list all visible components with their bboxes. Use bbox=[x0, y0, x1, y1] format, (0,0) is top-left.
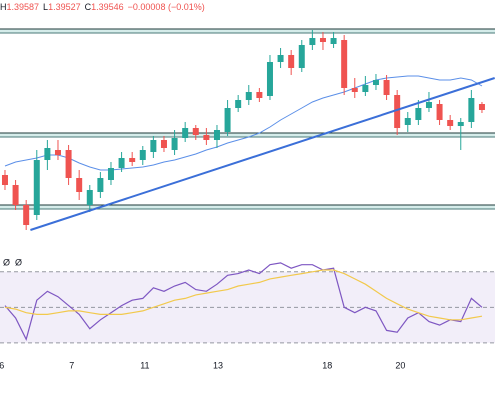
candle-body bbox=[351, 88, 358, 92]
candle-body bbox=[341, 40, 348, 88]
candle-body bbox=[44, 148, 51, 160]
level-band bbox=[0, 29, 495, 33]
ohlc-value: 1.39527 bbox=[48, 2, 81, 12]
x-tick-label: 11 bbox=[140, 360, 149, 370]
candle-body bbox=[160, 140, 167, 148]
candle-body bbox=[288, 55, 295, 68]
rsi-line bbox=[4, 262, 483, 341]
ohlc-value: 1.39546 bbox=[91, 2, 124, 12]
candle-body bbox=[436, 104, 443, 120]
candle-body bbox=[298, 45, 305, 68]
candle-body bbox=[468, 98, 475, 122]
candle-body bbox=[425, 102, 432, 108]
candle-body bbox=[362, 85, 369, 92]
candle-body bbox=[171, 138, 178, 150]
rsi-line bbox=[4, 269, 483, 321]
candle-body bbox=[404, 118, 411, 125]
candle-body bbox=[107, 168, 114, 180]
indicator-label: Ø bbox=[3, 257, 10, 267]
candle-body bbox=[415, 108, 422, 120]
x-tick-label: 7 bbox=[69, 360, 74, 370]
x-tick-label: 18 bbox=[322, 360, 332, 370]
candle-body bbox=[192, 128, 199, 135]
candle-body bbox=[266, 62, 273, 96]
candle-body bbox=[457, 122, 464, 126]
candle-body bbox=[309, 38, 316, 45]
moving-average bbox=[4, 75, 483, 171]
candle-body bbox=[319, 38, 326, 42]
candle-body bbox=[245, 92, 252, 100]
candle-body bbox=[330, 38, 337, 44]
trend-line bbox=[30, 77, 495, 231]
indicator-label: Ø bbox=[15, 257, 22, 267]
candle-body bbox=[203, 135, 210, 140]
candle-body bbox=[213, 130, 220, 140]
x-tick-label: 20 bbox=[395, 360, 405, 370]
candle-body bbox=[86, 190, 93, 205]
candle-body bbox=[394, 95, 401, 128]
ohlc-label: H bbox=[0, 2, 7, 12]
candle-body bbox=[372, 80, 379, 85]
ohlc-label: L bbox=[43, 2, 48, 12]
candle-body bbox=[224, 108, 231, 132]
candle-body bbox=[235, 100, 242, 108]
candle-body bbox=[277, 55, 284, 62]
level-band bbox=[0, 133, 495, 137]
level-band bbox=[0, 205, 495, 209]
candle-body bbox=[478, 104, 485, 110]
candle-body bbox=[33, 160, 40, 215]
ohlc-value: 1.39587 bbox=[7, 2, 40, 12]
ohlc-info: H1.39587 L1.39527 C1.39546 −0.00008 (−0.01%… bbox=[0, 2, 205, 12]
candle-body bbox=[97, 178, 104, 192]
candle-body bbox=[23, 205, 30, 225]
candle-body bbox=[65, 150, 72, 178]
candle-body bbox=[182, 128, 189, 138]
candle-body bbox=[12, 185, 19, 205]
ohlc-label: C bbox=[85, 2, 92, 12]
candle-body bbox=[139, 150, 146, 160]
candle-body bbox=[256, 92, 263, 98]
candle-body bbox=[150, 140, 157, 152]
x-tick-label: 13 bbox=[213, 360, 223, 370]
candle-body bbox=[383, 80, 390, 95]
x-tick-label: 6 bbox=[0, 360, 4, 370]
candle-body bbox=[447, 120, 454, 126]
candle-body bbox=[129, 158, 136, 162]
candle-body bbox=[1, 175, 8, 185]
candle-body bbox=[76, 178, 83, 192]
ohlc-change: −0.00008 (−0.01%) bbox=[128, 2, 205, 12]
candle-body bbox=[118, 158, 125, 168]
candle-body bbox=[54, 150, 61, 155]
